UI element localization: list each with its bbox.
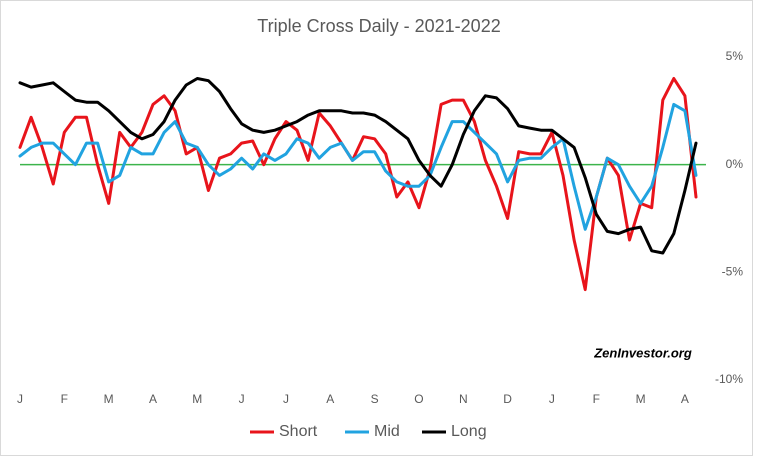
x-tick-label: S (371, 392, 379, 406)
x-tick-label: M (636, 392, 646, 406)
line-series (18, 102, 698, 231)
x-tick-label: N (459, 392, 468, 406)
x-tick-label: J (17, 392, 23, 406)
line-series (18, 77, 698, 255)
x-tick-label: J (283, 392, 289, 406)
watermark: ZenInvestor.org (593, 345, 692, 360)
x-tick-label: A (149, 392, 157, 406)
legend-label: Short (279, 423, 318, 440)
y-tick-label: 5% (726, 49, 744, 63)
x-tick-label: F (593, 392, 600, 406)
legend-label: Long (451, 423, 487, 440)
y-tick-label: -10% (715, 372, 743, 386)
x-tick-label: D (503, 392, 512, 406)
x-tick-label: M (192, 392, 202, 406)
chart-title: Triple Cross Daily - 2021-2022 (257, 16, 500, 36)
x-tick-label: F (61, 392, 68, 406)
line-series (18, 77, 698, 292)
y-tick-label: -5% (722, 265, 744, 279)
legend-label: Mid (374, 423, 400, 440)
y-tick-label: 0% (726, 157, 744, 171)
x-tick-label: M (104, 392, 114, 406)
x-tick-label: J (239, 392, 245, 406)
x-tick-label: J (549, 392, 555, 406)
x-tick-label: O (414, 392, 423, 406)
x-tick-label: A (681, 392, 689, 406)
x-tick-label: A (326, 392, 334, 406)
